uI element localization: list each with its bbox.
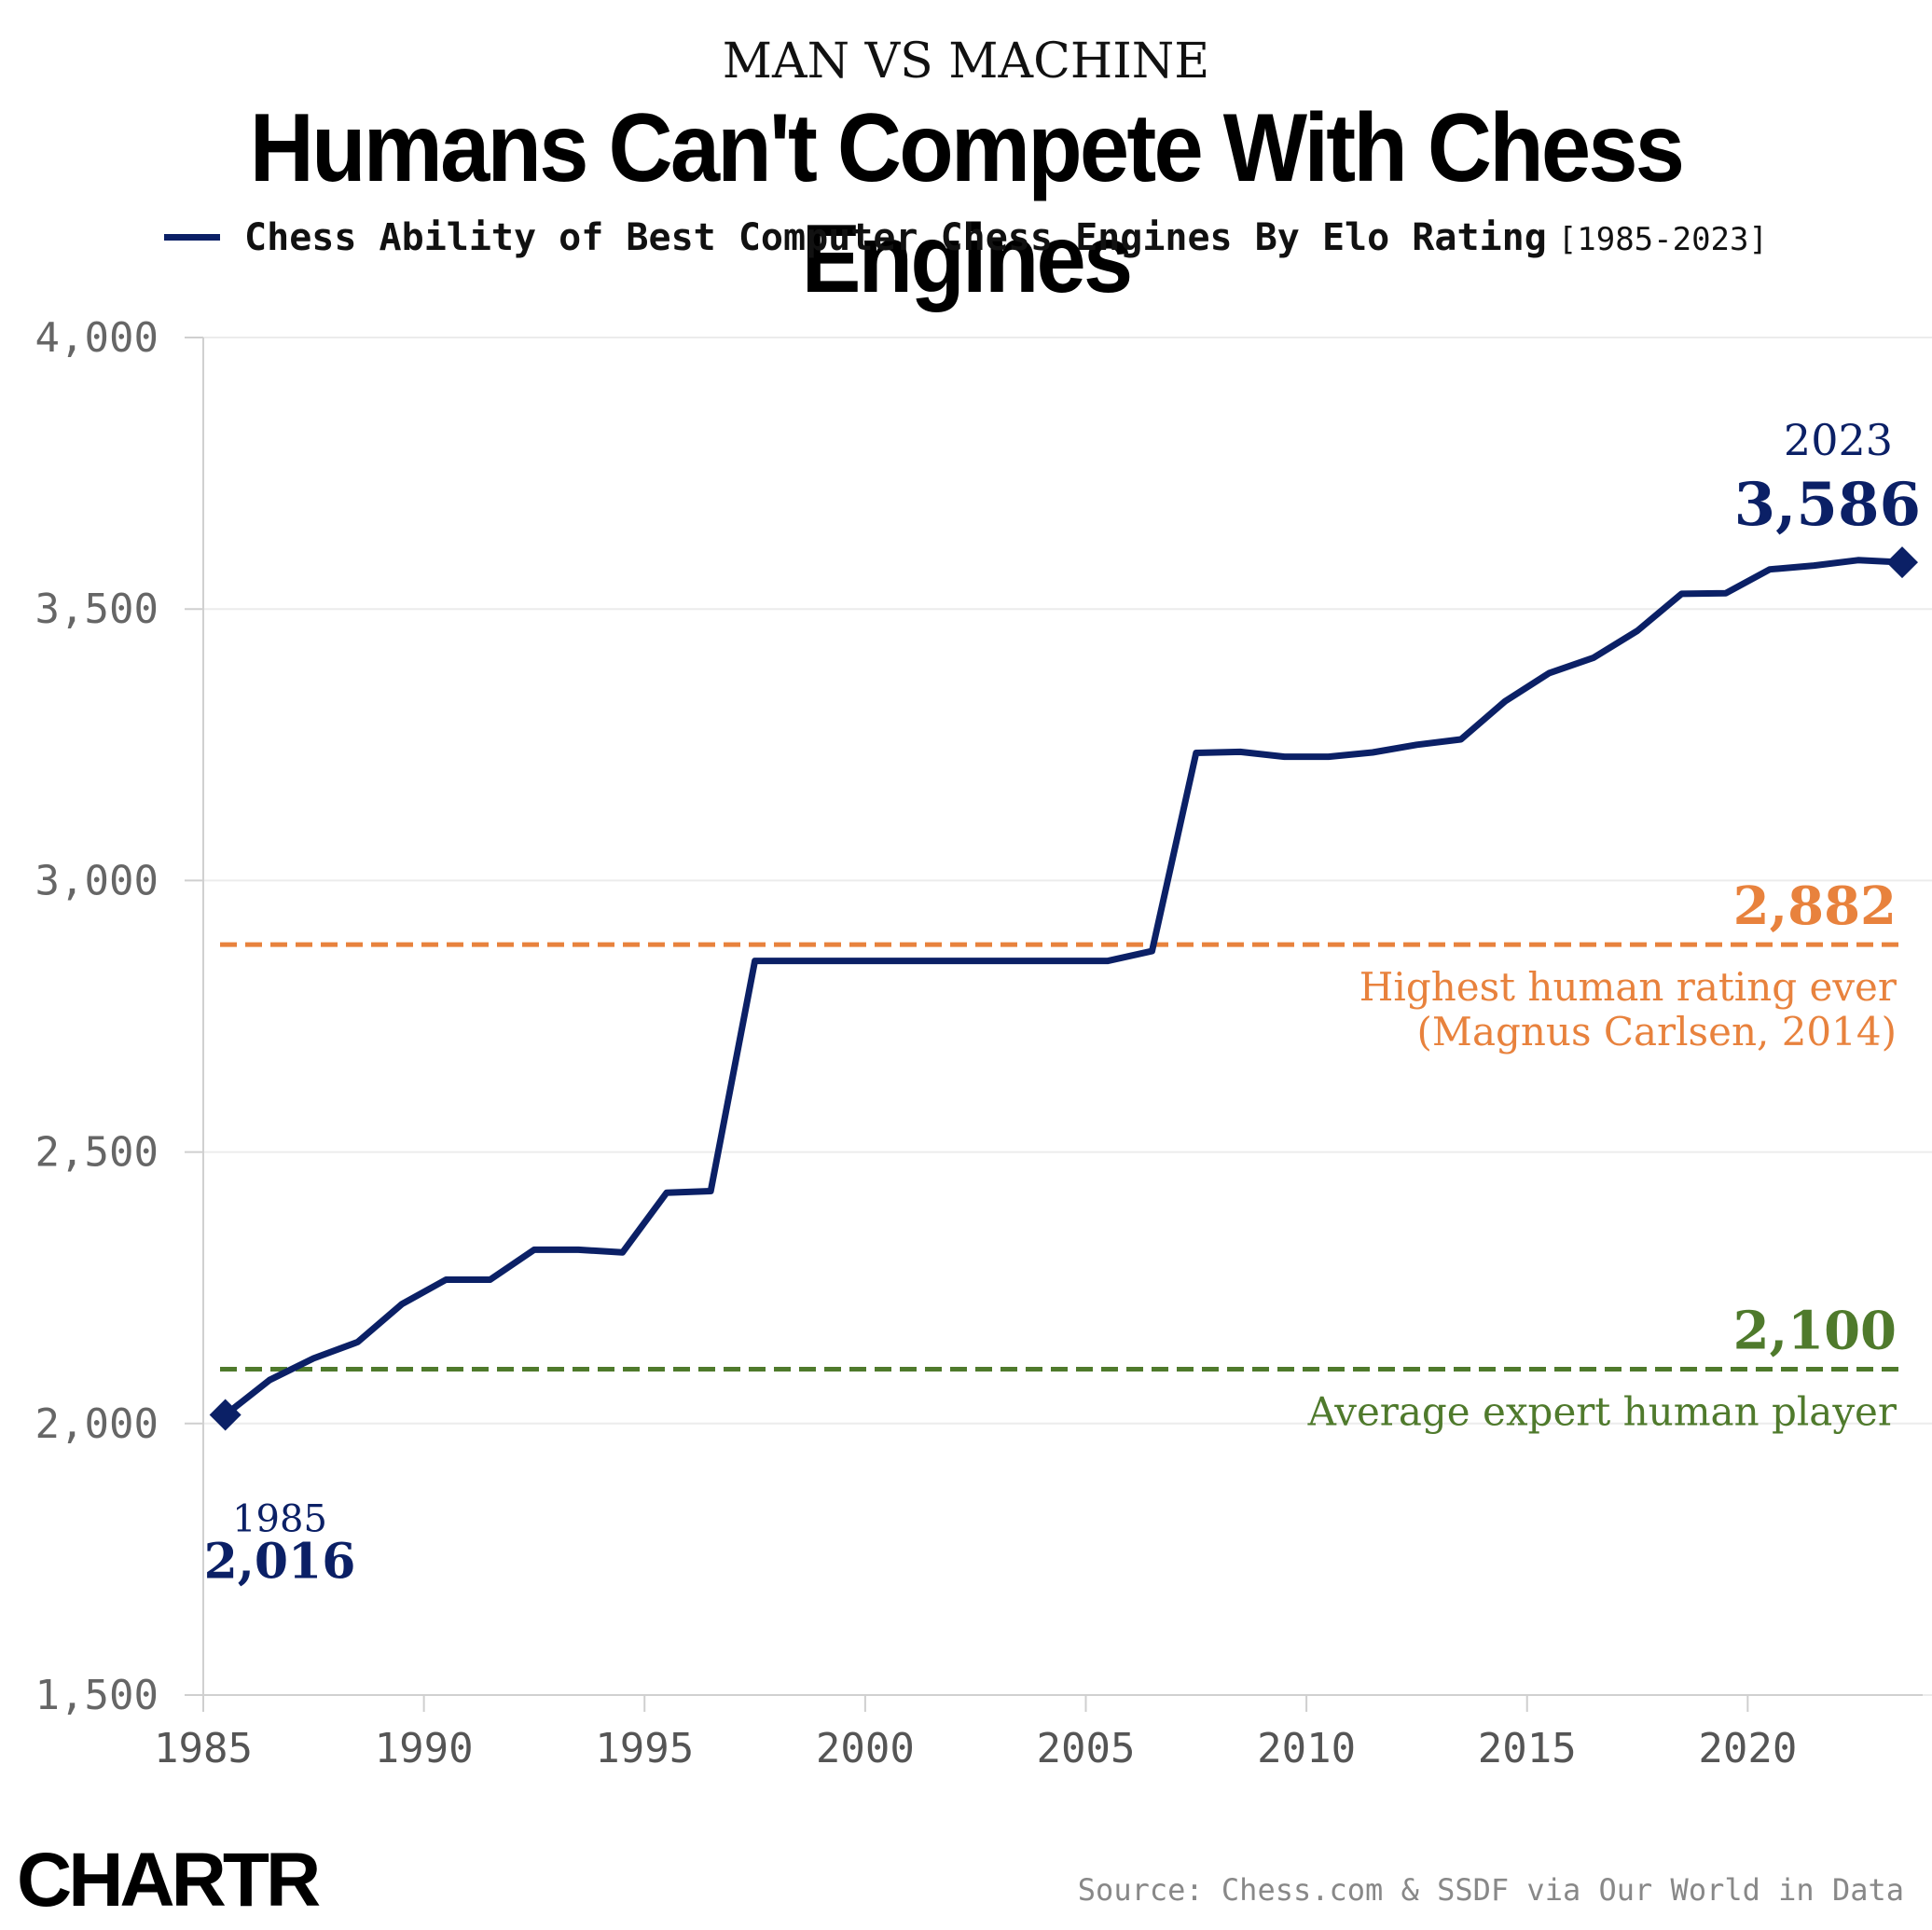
y-tick-label: 2,000: [35, 1400, 159, 1448]
engine-elo-series-line: [222, 557, 1906, 1418]
chart-legend: Chess Ability of Best Computer Chess Eng…: [0, 216, 1932, 259]
chart-kicker: MAN VS MACHINE: [722, 34, 1210, 90]
x-tick-label: 2015: [1478, 1725, 1577, 1772]
highest-human-note-line2: (Magnus Carlsen, 2014): [1417, 1009, 1897, 1055]
chartr-logo: CHARTR: [17, 1838, 321, 1923]
x-tick-label: 1990: [375, 1725, 474, 1772]
x-tick-label: 2005: [1037, 1725, 1136, 1772]
legend-label: Chess Ability of Best Computer Chess Eng…: [244, 216, 1547, 259]
y-tick-label: 2,500: [35, 1129, 159, 1177]
x-tick-label: 1995: [595, 1725, 694, 1772]
y-tick-label: 1,500: [35, 1672, 159, 1719]
chart-title: Humans Can't Compete With Chess Engines: [249, 94, 1685, 313]
legend-swatch: [164, 233, 221, 241]
average-expert-value-label: 2,100: [1733, 1301, 1897, 1362]
y-tick-label: 3,500: [35, 586, 159, 633]
y-tick-label: 3,000: [35, 857, 159, 904]
highest-human-value-label: 2,882: [1733, 875, 1897, 937]
start-year-label: 1985: [232, 1497, 327, 1540]
end-value-label: 3,586: [1734, 470, 1921, 540]
y-tick-label: 4,000: [35, 314, 159, 362]
start-value-label: 2,016: [204, 1533, 356, 1590]
x-tick-label: 1985: [154, 1725, 253, 1772]
end-year-label: 2023: [1784, 415, 1893, 465]
average-expert-note: Average expert human player: [1307, 1389, 1898, 1435]
legend-range: [1985-2023]: [1557, 221, 1768, 258]
highest-human-note: Highest human rating ever: [1359, 964, 1898, 1010]
start-point-marker: [209, 1399, 242, 1431]
x-tick-label: 2020: [1698, 1725, 1797, 1772]
end-point-marker: [1886, 546, 1918, 579]
source-note: Source: Chess.com & SSDF via Our World i…: [1077, 1872, 1904, 1908]
x-tick-label: 2000: [816, 1725, 915, 1772]
x-tick-label: 2010: [1257, 1725, 1356, 1772]
